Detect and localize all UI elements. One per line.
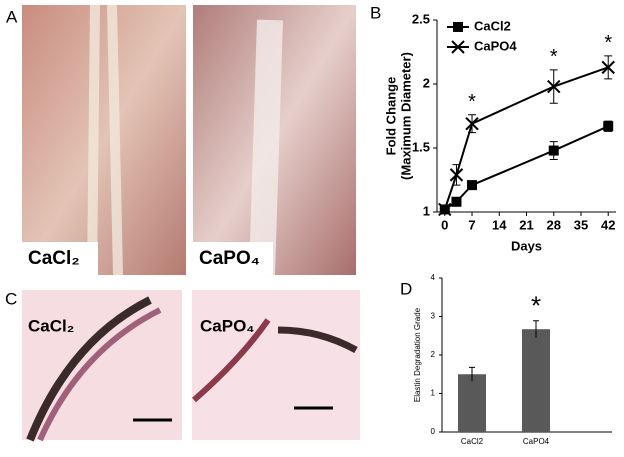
y-tick-label: 1.5 <box>412 139 430 154</box>
x-tick-label: 14 <box>492 217 507 232</box>
legend-label: CaPO4 <box>474 38 517 53</box>
significance: * <box>468 91 476 113</box>
x-tick-label: 28 <box>547 217 561 232</box>
x-tick-label: 35 <box>574 217 588 232</box>
marker <box>603 121 614 132</box>
marker <box>465 116 479 131</box>
x-tick-label: CaPO4 <box>523 437 550 446</box>
x-tick-label: 0 <box>441 217 448 232</box>
marker <box>451 40 465 54</box>
photo-label: CaCl₂ <box>28 248 80 269</box>
panel-label: B <box>370 3 381 22</box>
y-tick-label: 3 <box>431 312 436 321</box>
marker <box>601 60 615 75</box>
vessel <box>87 4 123 276</box>
marker <box>453 22 463 32</box>
y-tick-label: 1 <box>423 203 430 218</box>
x-axis-label: Days <box>511 238 542 253</box>
y-axis-label: Elastin Degradation Grade <box>413 307 422 402</box>
photos: CaCl₂ CaPO₄ <box>22 4 356 276</box>
y-tick-label: 2 <box>431 350 436 359</box>
significance: * <box>531 291 541 321</box>
photo <box>22 5 186 275</box>
bar <box>522 329 550 432</box>
y-axis-label: Fold Change <box>383 77 398 156</box>
y-axis-label: (Maximum Diameter) <box>398 52 413 180</box>
x-tick-label: 7 <box>468 217 475 232</box>
x-tick-label: 42 <box>601 217 615 232</box>
vessel <box>249 19 283 276</box>
tissue <box>192 318 271 403</box>
tissue <box>37 307 162 442</box>
tissue <box>26 296 152 442</box>
y-tick-label: 0 <box>431 427 436 436</box>
series-line <box>444 125 609 211</box>
marker <box>548 145 559 156</box>
y-tick-label: 2 <box>423 75 430 90</box>
marker <box>547 79 561 94</box>
error-bar <box>533 320 539 338</box>
x-tick-label: CaCl2 <box>461 437 484 446</box>
y-tick-label: 4 <box>431 273 436 282</box>
marker <box>449 168 464 182</box>
legend-label: CaCl2 <box>474 18 511 33</box>
marker <box>451 196 462 207</box>
panel-label: C <box>5 289 17 308</box>
tissue <box>277 326 358 354</box>
histology-label: CaPO₄ <box>200 316 254 335</box>
panel-label: A <box>6 7 18 26</box>
x-tick-label: 21 <box>519 217 533 232</box>
histology: CaCl₂ CaPO₄ <box>22 290 360 442</box>
label-box <box>22 242 98 275</box>
significance: * <box>604 32 612 54</box>
photo <box>192 290 360 440</box>
error-bar <box>469 366 475 382</box>
bar <box>458 374 486 432</box>
significance: * <box>550 46 558 68</box>
label-box <box>193 242 273 275</box>
marker <box>438 202 452 217</box>
marker <box>467 180 478 191</box>
y-tick-label: 2.5 <box>412 11 430 26</box>
y-tick-label: 1 <box>431 389 436 398</box>
histology-label: CaCl₂ <box>28 316 74 335</box>
panel-label: D <box>400 279 412 298</box>
photo-label: CaPO₄ <box>199 248 260 269</box>
